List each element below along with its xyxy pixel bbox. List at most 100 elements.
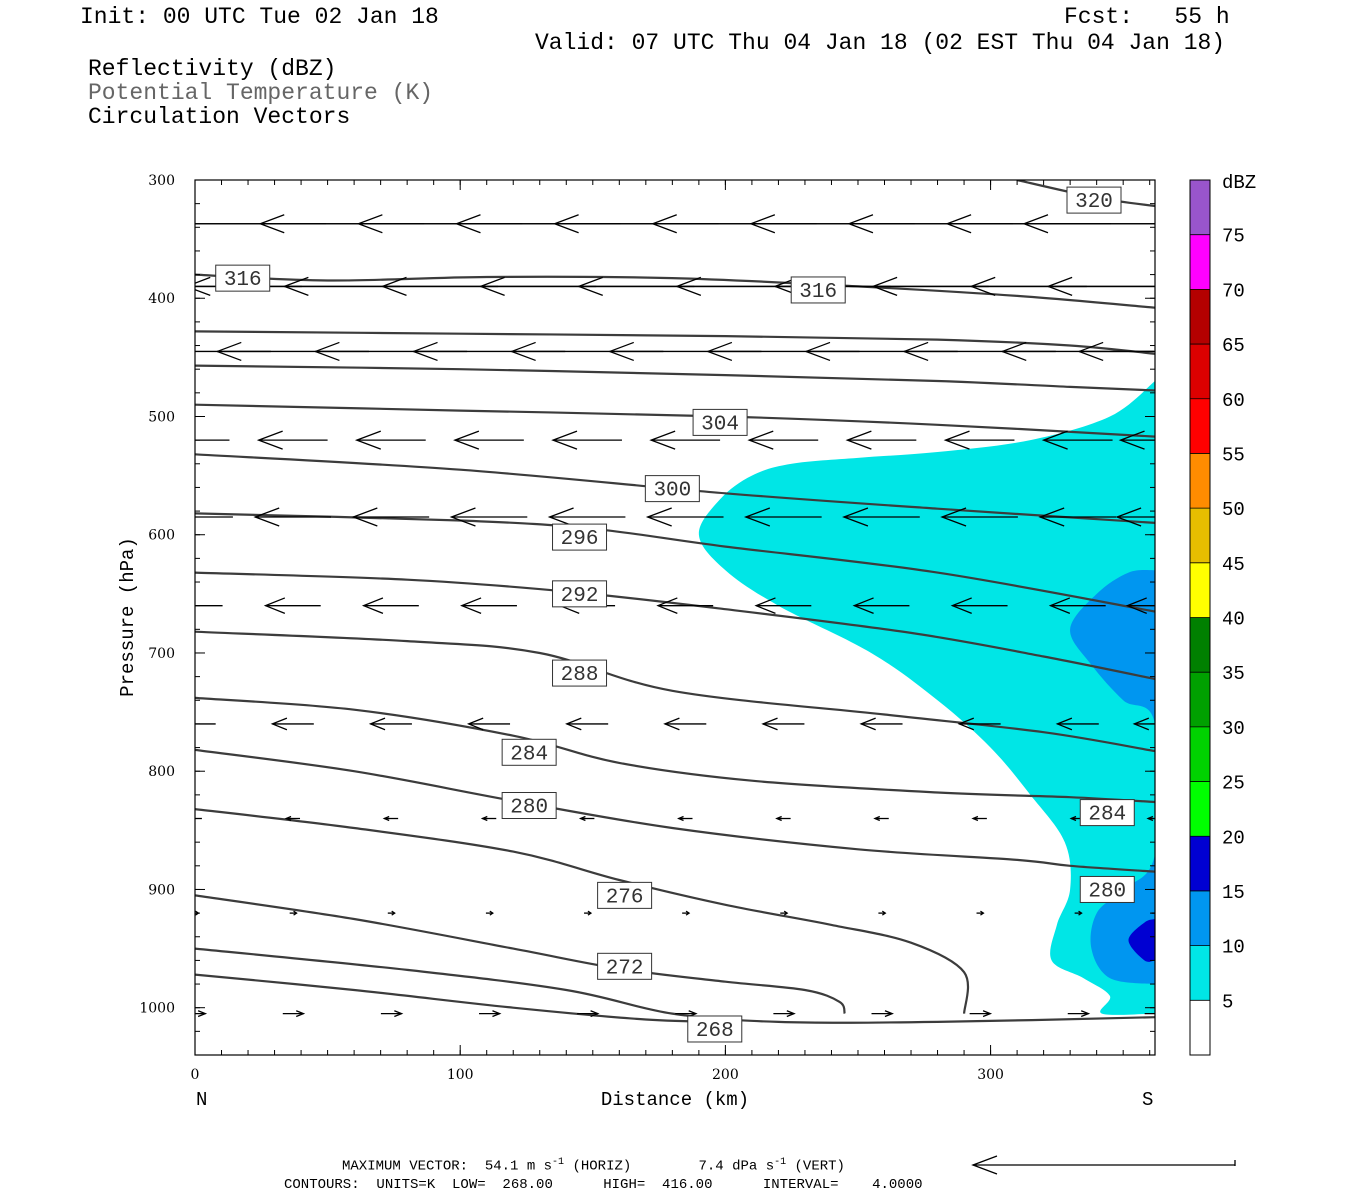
svg-text:320: 320: [1075, 191, 1113, 214]
vector-arrow: [195, 1010, 208, 1018]
colorbar-swatch: [1190, 890, 1210, 946]
colorbar-swatch: [1190, 781, 1210, 837]
colorbar-label: 55: [1222, 444, 1245, 466]
vector-arrow: [1144, 1012, 1155, 1015]
theta-contour-312: [195, 330, 1155, 355]
field-label-vectors: Circulation Vectors: [88, 104, 351, 130]
colorbar-label: 25: [1222, 773, 1245, 795]
colorbar-swatch: [1190, 672, 1210, 727]
colorbar-units: dBZ: [1222, 172, 1256, 194]
vector-arrow: [743, 507, 822, 527]
endpoint-north: N: [196, 1089, 207, 1111]
svg-text:316: 316: [224, 269, 262, 292]
vector-arrow: [1067, 1010, 1091, 1018]
contour-label: 276: [597, 881, 653, 909]
colorbar-swatch: [1190, 1000, 1210, 1055]
svg-text:288: 288: [561, 664, 599, 687]
vector-arrow: [780, 910, 789, 916]
y-tick-label: 1000: [139, 1001, 175, 1017]
vector-arrow: [565, 717, 609, 731]
contour-label: 272: [597, 952, 653, 980]
vector-arrow: [479, 1010, 502, 1018]
vector-arrow: [284, 815, 301, 822]
colorbar-swatch: [1190, 289, 1210, 345]
contour-label: 292: [552, 580, 608, 608]
vector-arrow: [387, 910, 396, 916]
vector-arrow: [1115, 507, 1155, 527]
colorbar-label: 45: [1222, 554, 1245, 576]
vector-arrow: [656, 597, 714, 615]
y-tick-label: 700: [148, 646, 175, 662]
circulation-vectors: [195, 214, 1155, 1018]
svg-text:316: 316: [799, 281, 837, 304]
vector-arrow: [577, 1010, 600, 1018]
theta-contour-264: [195, 973, 726, 1023]
vector-arrow: [195, 723, 216, 725]
x-axis-title: Distance (km): [601, 1089, 749, 1111]
contour-label: 304: [692, 408, 748, 436]
theta-contour-300: [195, 453, 1155, 524]
vector-arrow: [382, 815, 399, 822]
theta-contour-296: [195, 512, 1155, 613]
vector-arrow: [1038, 507, 1117, 527]
vector-arrow: [761, 717, 805, 731]
theta-contour-276: [195, 808, 970, 1014]
vector-arrow: [871, 1010, 894, 1018]
vector-arrow: [460, 597, 517, 615]
colorbar-label: 35: [1222, 663, 1245, 685]
contour-label: 268: [687, 1015, 743, 1043]
vector-arrow: [1046, 276, 1155, 297]
vector-arrow: [1055, 717, 1099, 731]
theta-contour-308: [195, 364, 1155, 392]
theta-contour-292: [195, 571, 1155, 681]
colorbar-swatch: [1190, 726, 1210, 782]
vector-arrow: [380, 1010, 404, 1018]
vector-arrow: [282, 1010, 306, 1018]
vector-arrow: [263, 597, 321, 615]
vector-arrow: [775, 815, 791, 822]
colorbar: 5 10 15 20 25 30 35 40 45 50 55 60 65 70 75: [1189, 179, 1245, 1056]
vector-arrow: [663, 717, 707, 731]
vector-arrow: [485, 910, 494, 916]
colorbar-swatch: [1190, 344, 1210, 399]
x-tick-label: 200: [712, 1067, 739, 1083]
contour-label: 280: [1079, 875, 1135, 903]
vector-arrow: [547, 507, 626, 527]
x-tick-label: 300: [977, 1067, 1004, 1083]
vector-arrow: [195, 605, 223, 607]
colorbar-swatch: [1190, 508, 1210, 563]
y-tick-label: 300: [148, 173, 175, 189]
svg-text:292: 292: [561, 585, 599, 608]
colorbar-swatch: [1190, 234, 1210, 290]
field-label-reflectivity: Reflectivity (dBZ): [88, 56, 337, 82]
axes: 0 100 200 300 300 400 500 600 700 800 900 1000: [139, 173, 1155, 1083]
contour-label: 316: [215, 264, 271, 292]
svg-text:304: 304: [701, 413, 739, 436]
y-tick-label: 400: [148, 291, 175, 307]
vector-arrow: [649, 430, 721, 450]
svg-text:296: 296: [561, 528, 599, 551]
vector-arrow: [842, 507, 920, 527]
y-axis-title: Pressure (hPa): [117, 537, 139, 697]
vector-arrow: [578, 815, 595, 822]
valid-time: Valid: 07 UTC Thu 04 Jan 18 (02 EST Thu …: [535, 30, 1226, 56]
vector-arrow: [940, 507, 1018, 527]
vector-arrow: [682, 910, 691, 916]
vector-arrow: [1074, 910, 1083, 916]
vector-arrow: [361, 597, 419, 615]
y-tick-label: 600: [148, 528, 175, 544]
vector-arrow: [950, 597, 1008, 615]
contour-label: 296: [552, 523, 608, 551]
colorbar-label: 40: [1222, 609, 1245, 631]
vector-arrow: [754, 597, 812, 615]
vector-arrow: [976, 910, 985, 916]
vector-arrow: [1048, 597, 1106, 615]
svg-text:276: 276: [606, 886, 644, 909]
colorbar-label: 65: [1222, 335, 1245, 357]
colorbar-label: 30: [1222, 718, 1245, 740]
vector-arrow: [195, 439, 230, 441]
reference-vector: [971, 1155, 1236, 1175]
contour-label: 284: [501, 738, 557, 766]
vector-arrow: [1118, 430, 1155, 450]
